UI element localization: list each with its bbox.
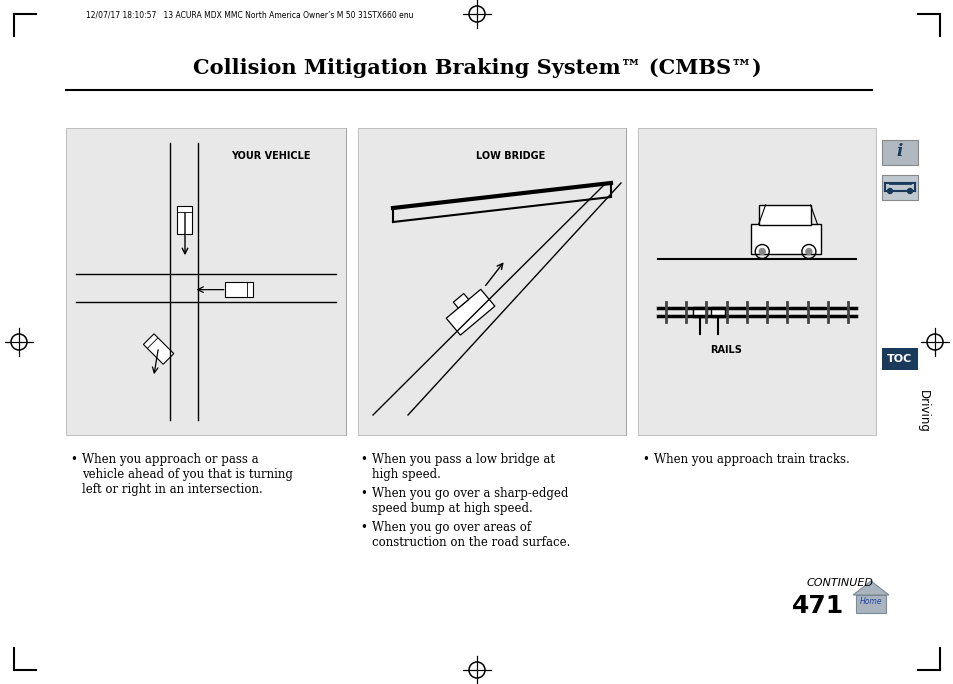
Bar <box>882 140 917 165</box>
Text: YOUR VEHICLE: YOUR VEHICLE <box>231 151 310 161</box>
Bar <box>750 224 820 254</box>
Text: CONTINUED: CONTINUED <box>805 578 873 588</box>
Polygon shape <box>177 206 193 234</box>
Text: When you go over a sharp-edged: When you go over a sharp-edged <box>372 487 568 500</box>
Bar <box>882 175 917 200</box>
Text: 471: 471 <box>791 594 843 618</box>
Polygon shape <box>224 282 253 297</box>
Bar <box>638 128 875 435</box>
Text: left or right in an intersection.: left or right in an intersection. <box>82 483 262 496</box>
Polygon shape <box>143 334 173 365</box>
Text: •: • <box>641 453 648 466</box>
Bar <box>758 205 810 224</box>
Text: When you go over areas of: When you go over areas of <box>372 521 531 534</box>
Bar <box>882 348 917 370</box>
Circle shape <box>759 248 764 254</box>
Bar <box>710 307 724 317</box>
Text: When you pass a low bridge at: When you pass a low bridge at <box>372 453 555 466</box>
Bar <box>357 128 625 435</box>
Text: LOW BRIDGE: LOW BRIDGE <box>476 151 545 161</box>
Text: Driving: Driving <box>916 390 928 433</box>
Text: Home: Home <box>859 596 882 605</box>
Text: construction on the road surface.: construction on the road surface. <box>372 536 570 549</box>
Text: When you approach train tracks.: When you approach train tracks. <box>654 453 849 466</box>
Text: •: • <box>70 453 77 466</box>
Text: high speed.: high speed. <box>372 468 440 481</box>
Text: •: • <box>359 453 367 466</box>
Text: When you approach or pass a: When you approach or pass a <box>82 453 258 466</box>
Circle shape <box>906 189 911 194</box>
Polygon shape <box>453 293 468 308</box>
Text: vehicle ahead of you that is turning: vehicle ahead of you that is turning <box>82 468 293 481</box>
Bar <box>692 307 706 317</box>
Text: •: • <box>359 521 367 534</box>
Text: Collision Mitigation Braking System™ (CMBS™): Collision Mitigation Braking System™ (CM… <box>193 58 760 78</box>
Text: •: • <box>359 487 367 500</box>
Text: 12/07/17 18:10:57   13 ACURA MDX MMC North America Owner’s M 50 31STX660 enu: 12/07/17 18:10:57 13 ACURA MDX MMC North… <box>86 10 413 20</box>
Text: RAILS: RAILS <box>709 345 741 355</box>
Circle shape <box>805 248 811 254</box>
Text: TOC: TOC <box>886 354 912 364</box>
Text: i: i <box>896 144 902 161</box>
Bar <box>855 595 885 613</box>
Polygon shape <box>852 581 888 595</box>
Text: speed bump at high speed.: speed bump at high speed. <box>372 502 532 515</box>
Polygon shape <box>446 289 495 335</box>
Bar <box>66 128 346 435</box>
Circle shape <box>886 189 892 194</box>
